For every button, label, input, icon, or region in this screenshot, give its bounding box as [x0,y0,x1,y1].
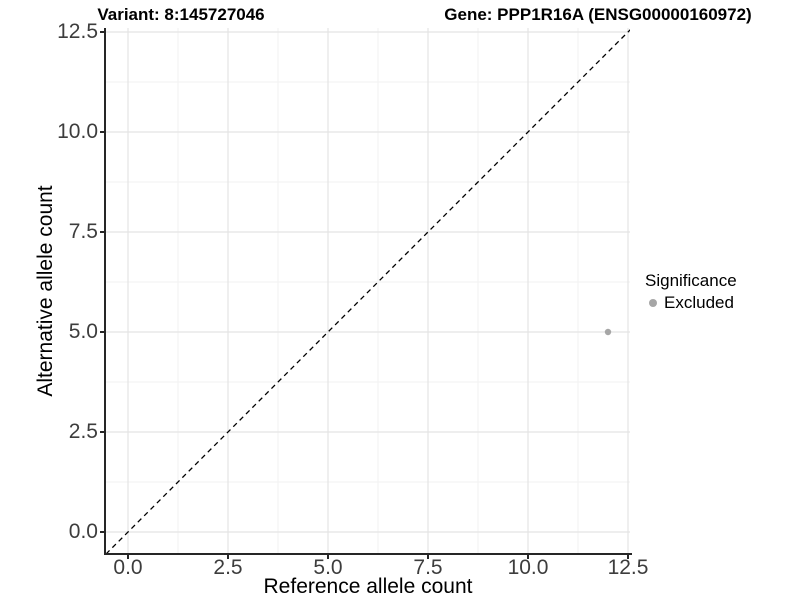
x-tick-mark [527,555,529,559]
y-tick-mark [100,431,104,433]
x-axis-line [104,553,632,555]
y-tick-label: 5.0 [68,320,98,343]
y-tick-label: 10.0 [57,120,98,143]
x-tick-mark [127,555,129,559]
y-tick-mark [100,531,104,533]
x-tick-label: 0.0 [113,556,143,579]
y-tick-mark [100,231,104,233]
plot-panel [106,28,630,554]
x-tick-mark [327,555,329,559]
x-tick-mark [627,555,629,559]
plot-title-variant: Variant: 8:145727046 [97,5,265,24]
y-tick-mark [100,131,104,133]
x-tick-label: 5.0 [313,556,343,579]
plot-title-gene: Gene: PPP1R16A (ENSG00000160972) [444,5,752,24]
y-tick-label: 12.5 [57,20,98,43]
legend-key-dot [649,299,657,307]
data-point [604,328,612,336]
x-tick-label: 2.5 [213,556,243,579]
x-tick-label: 10.0 [507,556,549,579]
y-axis-title: Alternative allele count [34,185,57,397]
y-tick-label: 7.5 [68,220,98,243]
legend-title: Significance [645,271,737,290]
x-tick-mark [427,555,429,559]
legend-item-label: Excluded [664,293,734,312]
x-tick-label: 7.5 [413,556,443,579]
x-tick-mark [227,555,229,559]
panel-canvas [106,28,630,554]
x-tick-label: 12.5 [607,556,649,579]
y-tick-mark [100,331,104,333]
y-axis-line [104,28,106,555]
y-tick-label: 2.5 [68,420,98,443]
y-tick-label: 0.0 [68,520,98,543]
y-tick-mark [100,31,104,33]
legend-item-excluded: Excluded [645,293,737,313]
identity-reference-line [106,29,630,554]
legend: Significance Excluded [645,270,737,313]
x-axis-title: Reference allele count [263,575,473,598]
